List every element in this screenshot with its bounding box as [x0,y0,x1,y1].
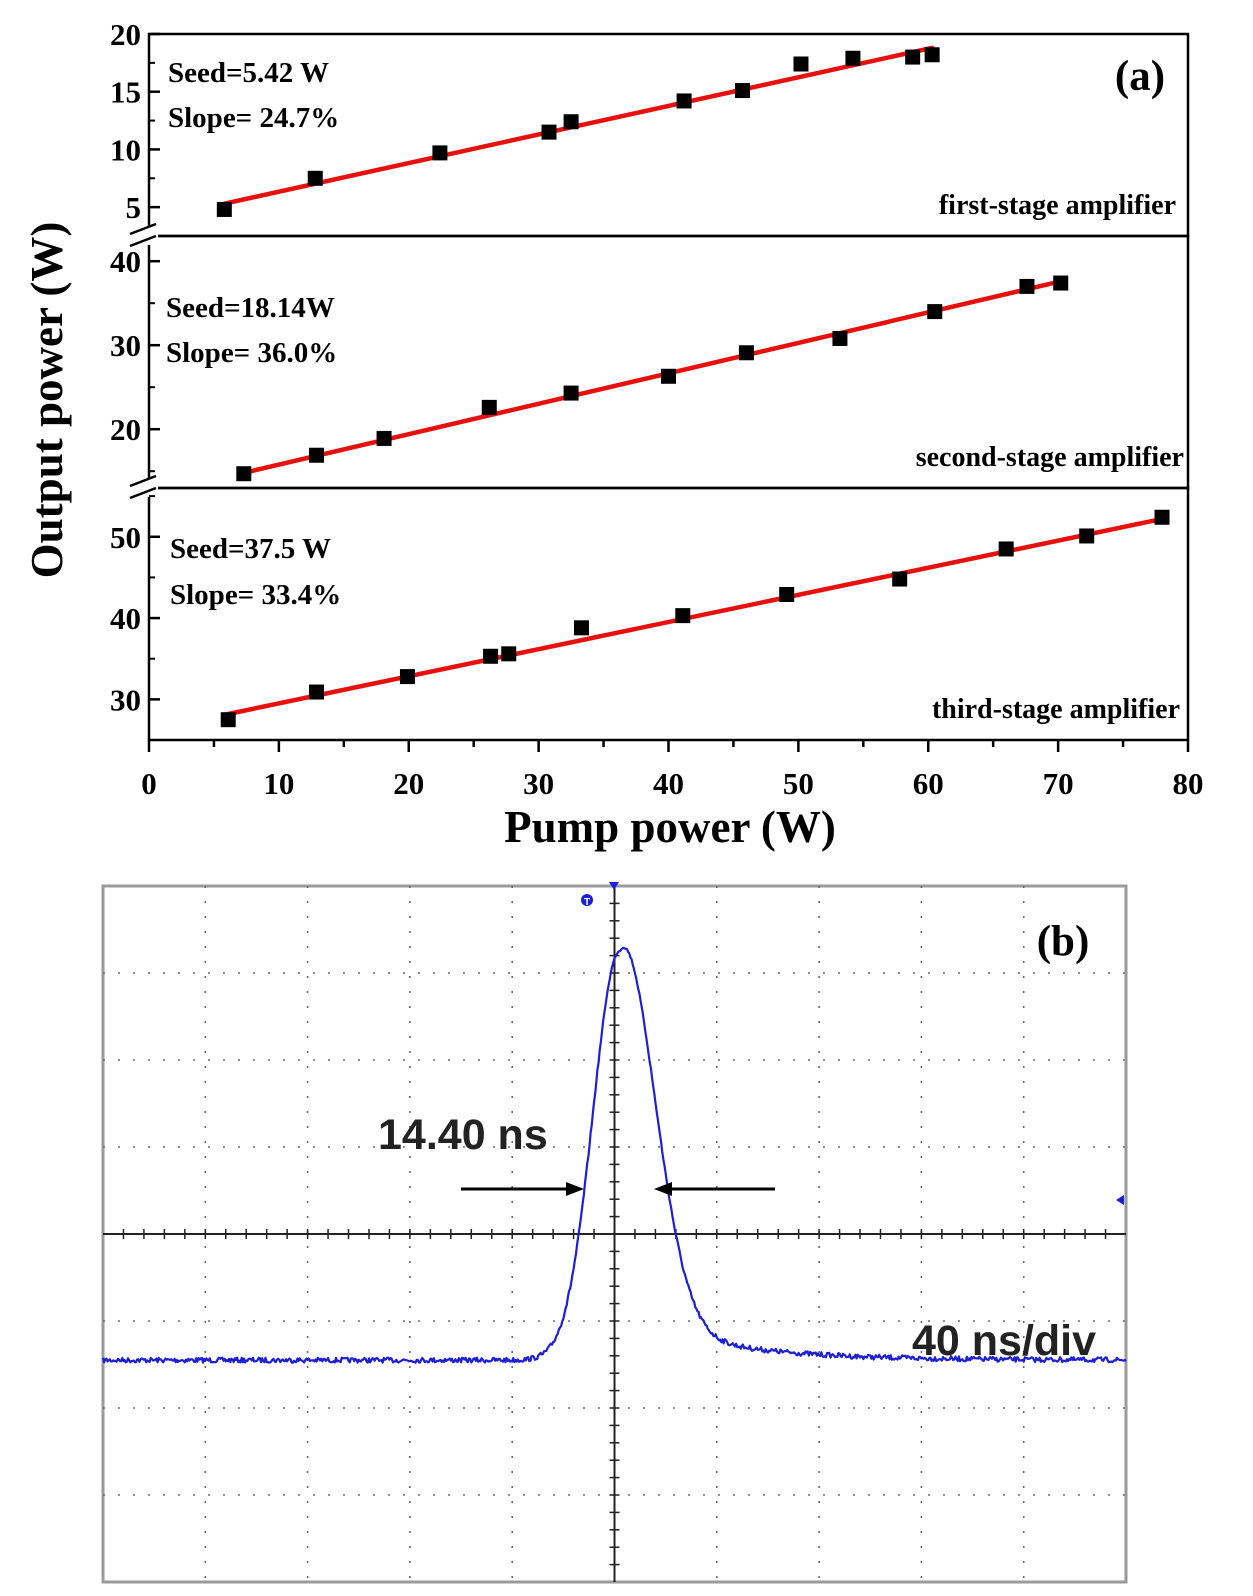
panel-b-oscilloscope: T (b) 14.40 ns 40 ns/div [101,882,1128,1584]
stage2-y-tick-label: 20 [110,412,141,447]
stage2-data-point [832,330,848,346]
stage2-name: second-stage amplifier [916,442,1184,473]
stage2-data-point [481,399,497,415]
stage3-slope: Slope= 33.4% [170,579,341,611]
x-tick-label: 20 [393,766,424,801]
fwhm-left-arrow-icon [461,1182,584,1196]
x-tick-label: 40 [653,766,684,801]
stage2-y-tick-label: 30 [110,328,141,363]
stage3-y-tick-label: 30 [110,682,141,717]
stage3-y-tick-label: 40 [110,601,141,636]
stage3-data-point [998,541,1014,557]
stage1-y-tick-label: 10 [110,132,141,167]
stage1-data-point [563,114,579,130]
stage2-data-point [661,368,676,384]
stage2-data-point [738,345,754,361]
stage3-data-point [501,646,517,662]
stage1-data-point [432,145,448,161]
stage2-data-point [927,304,943,320]
stage2-data-point [1053,275,1069,291]
stage1-seed: Seed=5.42 W [168,57,329,89]
stage1-y-tick-label: 20 [110,17,141,52]
x-tick-label: 0 [141,766,157,801]
stage2-data-point [563,385,579,401]
stage1-data-point [905,49,921,65]
stage3-data-point [1154,509,1170,525]
x-tick-label: 10 [263,766,294,801]
panel-b-label: (b) [1037,918,1090,965]
stage1-data-point [541,124,557,140]
x-tick-label: 70 [1043,766,1074,801]
panel-a-label: (a) [1115,53,1165,100]
stage3-data-point [779,586,795,602]
stage2-data-point [1019,278,1035,294]
stage2-data-point [376,430,392,446]
stage3-data-point [309,684,325,700]
stage1-data-point [845,50,861,66]
stage1-data-point [676,93,692,109]
channel-level-icon [1116,1195,1124,1205]
stage3-data-point [892,571,908,587]
stage3-data-point [483,648,499,664]
stage2-data-point [236,466,252,482]
stage1-name: first-stage amplifier [939,190,1176,221]
stage1-y-tick-label: 5 [126,190,142,225]
stage1-data-point [307,170,323,186]
stage3-data-point [573,620,589,636]
stage3-data-point [220,712,236,728]
stage1-data-point [924,47,940,63]
stage3-data-point [399,669,415,685]
x-axis-title: Pump power (W) [504,802,836,852]
stage3-y-tick-label: 50 [110,520,141,555]
timebase-label: 40 ns/div [912,1317,1096,1365]
stage2-slope: Slope= 36.0% [166,337,337,369]
stage1-data-point [793,56,809,72]
x-tick-label: 60 [913,766,944,801]
trigger-position-icon [609,882,619,890]
axis-break-icon [129,234,157,248]
axis-break-icon [129,222,157,236]
y-axis-title: Output power (W) [22,222,72,579]
stage2-seed: Seed=18.14W [166,292,335,324]
stage1-data-point [735,83,751,99]
stage3-data-point [675,608,691,624]
x-tick-label: 80 [1173,766,1204,801]
svg-text:T: T [584,897,590,908]
panel-a-chart: 5 10 15 20 20 30 40 30 40 50 0 10 20 30 40 50 60 70 80 (a)… [22,17,1204,852]
pulse-width-label: 14.40 ns [378,1111,548,1159]
stage3-seed: Seed=37.5 W [170,533,331,565]
trigger-marker-icon: T [581,894,593,908]
stage3-data-point [1079,528,1095,544]
stage1-data-point [216,201,232,217]
stage1-slope: Slope= 24.7% [168,102,339,134]
fwhm-right-arrow-icon [654,1182,775,1196]
stage3-fit-line [225,516,1165,717]
axis-break-icon [129,474,157,488]
x-tick-label: 30 [523,766,554,801]
axis-break-icon [129,486,157,500]
x-tick-label: 50 [783,766,814,801]
pulse-trace [101,946,1127,1364]
stage1-y-tick-label: 15 [110,75,141,110]
stage3-name: third-stage amplifier [932,694,1180,725]
stage2-data-point [309,447,325,463]
stage2-y-tick-label: 40 [110,244,141,279]
